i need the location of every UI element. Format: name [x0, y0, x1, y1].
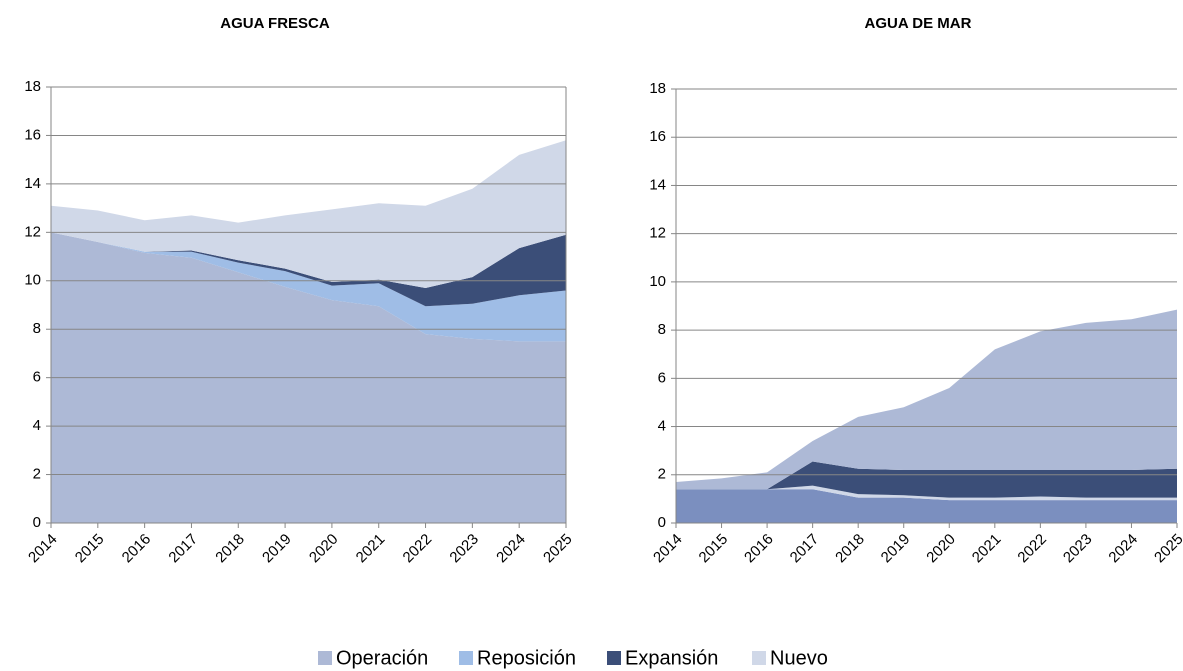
x-tick-label: 2019	[878, 531, 914, 567]
y-tick-label: 2	[658, 466, 666, 483]
legend-swatch	[459, 651, 473, 665]
y-tick-label: 4	[658, 418, 666, 435]
x-tick-label: 2019	[259, 531, 295, 567]
y-tick-label: 4	[33, 417, 41, 434]
chart-title: AGUA DE MAR	[865, 15, 972, 32]
x-tick-label: 2022	[1014, 531, 1050, 567]
x-tick-label: 2021	[969, 531, 1005, 567]
y-tick-label: 6	[33, 369, 41, 386]
x-tick-label: 2024	[1105, 531, 1141, 567]
y-tick-label: 18	[24, 78, 41, 95]
area	[676, 309, 1177, 490]
y-tick-label: 14	[24, 175, 41, 192]
x-tick-label: 2018	[832, 531, 868, 567]
y-tick-label: 12	[649, 225, 666, 242]
area	[676, 461, 1177, 498]
x-tick-label: 2020	[306, 531, 342, 567]
x-tick-label: 2018	[212, 531, 248, 567]
y-tick-label: 16	[649, 128, 666, 145]
x-tick-label: 2024	[493, 531, 529, 567]
y-tick-label: 12	[24, 223, 41, 240]
x-tick-label: 2014	[650, 531, 686, 567]
x-tick-label: 2023	[1060, 531, 1096, 567]
x-tick-label: 2022	[400, 531, 436, 567]
x-tick-label: 2021	[353, 531, 389, 567]
x-tick-label: 2015	[696, 531, 732, 567]
y-tick-label: 0	[33, 514, 41, 531]
y-tick-label: 8	[33, 320, 41, 337]
area	[676, 489, 1177, 523]
x-tick-label: 2017	[165, 531, 201, 567]
legend-swatch	[752, 651, 766, 665]
x-tick-label: 2015	[72, 531, 108, 567]
area	[51, 232, 566, 342]
legend-swatch	[607, 651, 621, 665]
y-tick-label: 10	[649, 273, 666, 290]
legend-label: Operación	[336, 647, 428, 669]
area	[51, 140, 566, 289]
x-tick-label: 2016	[741, 531, 777, 567]
y-tick-label: 2	[33, 466, 41, 483]
y-tick-label: 0	[658, 514, 666, 531]
chart-title: AGUA FRESCA	[220, 15, 330, 32]
x-tick-label: 2020	[923, 531, 959, 567]
area	[51, 232, 566, 307]
area	[676, 485, 1177, 501]
x-tick-label: 2016	[119, 531, 155, 567]
legend-label: Nuevo	[770, 647, 828, 669]
legend-label: Reposición	[477, 647, 576, 669]
legend-swatch	[318, 651, 332, 665]
x-tick-label: 2017	[787, 531, 823, 567]
legend-label: Expansión	[625, 647, 718, 669]
x-tick-label: 2023	[446, 531, 482, 567]
y-tick-label: 6	[658, 369, 666, 386]
y-tick-label: 8	[658, 321, 666, 338]
y-tick-label: 16	[24, 126, 41, 143]
x-tick-label: 2014	[25, 531, 61, 567]
x-tick-label: 2025	[540, 531, 576, 567]
y-tick-label: 18	[649, 80, 666, 97]
y-tick-label: 14	[649, 176, 666, 193]
x-tick-label: 2025	[1151, 531, 1183, 567]
y-tick-label: 10	[24, 272, 41, 289]
